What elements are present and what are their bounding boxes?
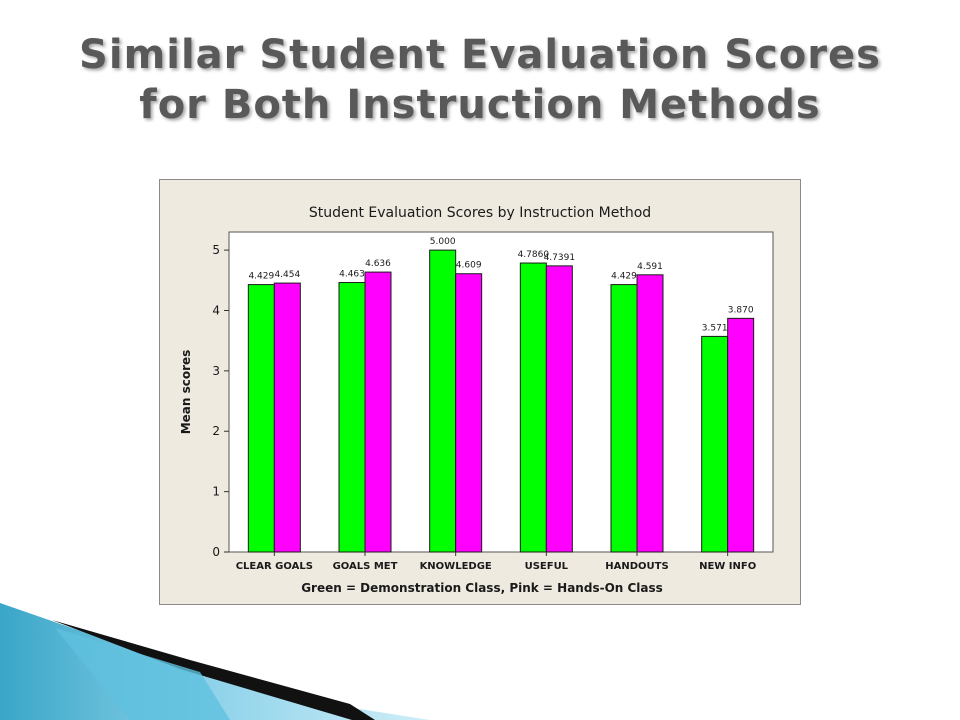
bar-value-label: 4.591	[637, 262, 663, 272]
bar	[455, 273, 483, 553]
bar	[545, 265, 573, 553]
bar	[247, 284, 275, 553]
bar-value-label: 4.429	[248, 272, 274, 282]
bar-chart: Student Evaluation Scores by Instruction…	[179, 205, 774, 595]
y-tick-label: 2	[212, 424, 220, 438]
bar-value-label: 3.870	[728, 305, 754, 315]
bar	[727, 317, 755, 553]
bar-value-label: 4.429	[611, 272, 637, 282]
y-axis-label: Mean scores	[179, 350, 193, 435]
bar-value-label: 3.571	[702, 323, 728, 333]
bars-group	[247, 249, 755, 553]
y-tick-label: 4	[212, 303, 220, 317]
bar-value-label: 4.636	[365, 259, 391, 269]
slide-title-line-2: for Both Instruction Methods	[139, 82, 821, 128]
bar	[701, 335, 729, 553]
x-category-label: USEFUL	[525, 561, 569, 572]
bar-value-label: 4.7860	[518, 250, 550, 260]
bar	[610, 284, 638, 553]
x-category-label: NEW INFO	[699, 561, 756, 572]
bar	[429, 249, 457, 553]
slide-title: Similar Student Evaluation Scores for Bo…	[0, 30, 960, 130]
x-category-label: KNOWLEDGE	[420, 561, 492, 572]
x-category-label: GOALS MET	[333, 561, 398, 572]
bar	[273, 282, 301, 553]
chart-title: Student Evaluation Scores by Instruction…	[309, 205, 651, 221]
bar	[364, 271, 392, 553]
bar	[338, 282, 366, 553]
bar-value-labels: 4.429 4.454 4.4634.6365.0004.6094.78604.73…	[248, 237, 753, 333]
x-axis-category-labels: CLEAR GOALS GOALS MET KNOWLEDGE USEFUL HANDO…	[236, 552, 756, 572]
y-tick-label: 0	[212, 545, 220, 559]
bar-value-label: 5.000	[430, 237, 456, 247]
bar-value-label: 4.7391	[544, 253, 576, 263]
x-category-label: HANDOUTS	[605, 561, 668, 572]
bar-value-label: 4.454	[274, 270, 300, 280]
chart-panel: Student Evaluation Scores by Instruction…	[159, 179, 801, 605]
bar-value-label: 4.463	[339, 270, 365, 280]
y-tick-label: 3	[212, 364, 220, 378]
y-tick-label: 1	[212, 485, 220, 499]
y-tick-label: 5	[212, 243, 220, 257]
plot-area	[228, 231, 774, 553]
y-axis-ticks: 0 1 2 3 4 5	[212, 243, 229, 559]
slide-title-line-1: Similar Student Evaluation Scores	[79, 32, 881, 78]
bar	[519, 262, 547, 553]
bar	[636, 274, 664, 553]
x-category-label: CLEAR GOALS	[236, 561, 313, 572]
bar-value-label: 4.609	[456, 261, 482, 271]
x-axis-label: Green = Demonstration Class, Pink = Hand…	[301, 581, 663, 595]
